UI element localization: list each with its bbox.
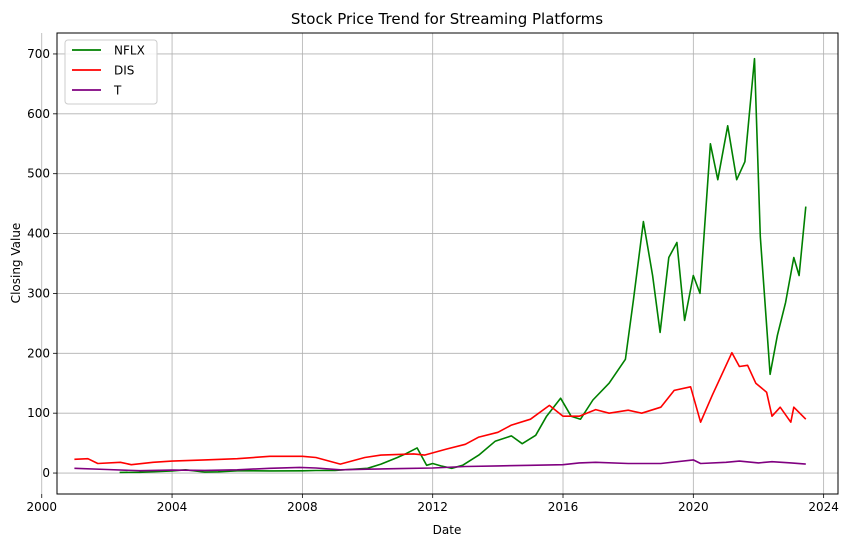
x-tick-label: 2004 bbox=[157, 500, 188, 514]
x-tick-label: 2024 bbox=[808, 500, 839, 514]
series-line-nflx bbox=[119, 57, 807, 474]
legend-label-t: T bbox=[113, 84, 122, 98]
x-tick-label: 2000 bbox=[26, 500, 57, 514]
y-tick-label: 100 bbox=[27, 406, 50, 420]
x-axis-label: Date bbox=[433, 523, 462, 537]
series-line-dis bbox=[74, 351, 807, 466]
y-tick-label: 400 bbox=[27, 227, 50, 241]
legend-label-nflx: NFLX bbox=[114, 44, 145, 58]
x-tick-label: 2008 bbox=[287, 500, 318, 514]
y-axis-label: Closing Value bbox=[9, 223, 23, 304]
axis-ticks: 2000 2004 2008 2012 2016 2020 2024 0 100 200 300 40… bbox=[26, 47, 838, 514]
grid bbox=[41, 33, 838, 494]
y-tick-label: 200 bbox=[27, 346, 50, 360]
legend-label-dis: DIS bbox=[114, 64, 134, 78]
chart-title: Stock Price Trend for Streaming Platform… bbox=[291, 10, 603, 28]
legend: NFLX DIS T bbox=[64, 39, 158, 105]
x-tick-label: 2016 bbox=[548, 500, 579, 514]
series-line-t bbox=[74, 459, 806, 472]
y-tick-label: 700 bbox=[27, 47, 50, 61]
y-tick-label: 600 bbox=[27, 107, 50, 121]
y-tick-label: 300 bbox=[27, 286, 50, 300]
plot-area-frame bbox=[56, 32, 839, 495]
x-tick-label: 2012 bbox=[417, 500, 448, 514]
legend-frame bbox=[64, 39, 158, 105]
series-lines bbox=[74, 57, 807, 474]
x-tick-label: 2020 bbox=[678, 500, 709, 514]
y-tick-label: 0 bbox=[42, 466, 50, 480]
y-tick-label: 500 bbox=[27, 167, 50, 181]
